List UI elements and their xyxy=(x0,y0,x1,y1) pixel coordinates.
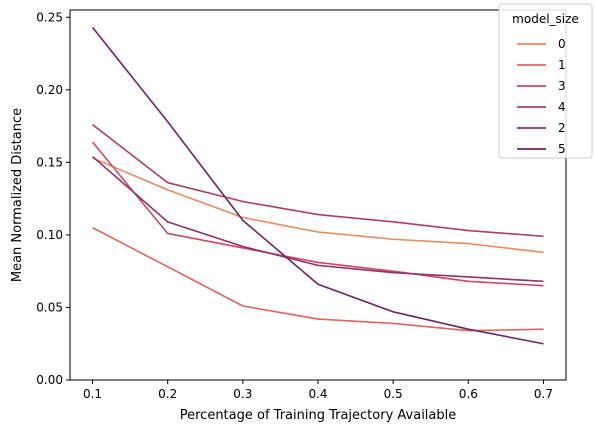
legend-label: 0 xyxy=(558,37,566,51)
legend-title: model_size xyxy=(512,12,579,26)
x-tick-label: 0.5 xyxy=(384,387,403,401)
x-tick-label: 0.1 xyxy=(83,387,102,401)
y-tick-label: 0.05 xyxy=(36,300,63,314)
x-axis: 0.1 0.2 0.3 0.4 0.5 0.6 0.7 xyxy=(83,380,553,401)
series-line-1 xyxy=(92,226,544,332)
series-line-5 xyxy=(91,26,544,345)
legend-item: 4 xyxy=(517,100,566,114)
y-tick-label: 0.10 xyxy=(36,228,63,242)
x-tick-label: 0.2 xyxy=(158,387,177,401)
plot-area xyxy=(69,9,567,381)
legend-item: 0 xyxy=(517,37,566,51)
x-tick-label: 0.3 xyxy=(233,387,252,401)
legend-label: 3 xyxy=(558,79,566,93)
series-line-3 xyxy=(91,141,544,287)
y-tick-label: 0.15 xyxy=(36,155,63,169)
y-axis-label: Mean Normalized Distance xyxy=(10,108,25,282)
legend-item: 2 xyxy=(517,121,566,135)
series-line-0 xyxy=(92,157,544,254)
x-tick-label: 0.6 xyxy=(459,387,478,401)
x-tick-label: 0.7 xyxy=(534,387,553,401)
y-axis: 0.00 0.05 0.10 0.15 0.20 0.25 xyxy=(36,10,70,387)
legend-frame xyxy=(498,3,593,159)
series-line-4 xyxy=(92,123,544,238)
legend-label: 5 xyxy=(558,142,566,156)
legend-item: 1 xyxy=(517,58,566,72)
x-tick-label: 0.4 xyxy=(308,387,327,401)
y-tick-label: 0.20 xyxy=(36,83,63,97)
series-line-2 xyxy=(92,155,544,283)
legend-item: 3 xyxy=(517,79,566,93)
legend: model_size 0 1 3 4 2 5 xyxy=(498,3,593,159)
x-axis-label: Percentage of Training Trajectory Availa… xyxy=(180,408,457,423)
series-lines xyxy=(91,26,544,345)
legend-item: 5 xyxy=(517,142,566,156)
y-tick-label: 0.00 xyxy=(36,373,63,387)
y-tick-label: 0.25 xyxy=(36,10,63,24)
legend-label: 2 xyxy=(558,121,566,135)
legend-label: 4 xyxy=(558,100,566,114)
legend-label: 1 xyxy=(558,58,566,72)
